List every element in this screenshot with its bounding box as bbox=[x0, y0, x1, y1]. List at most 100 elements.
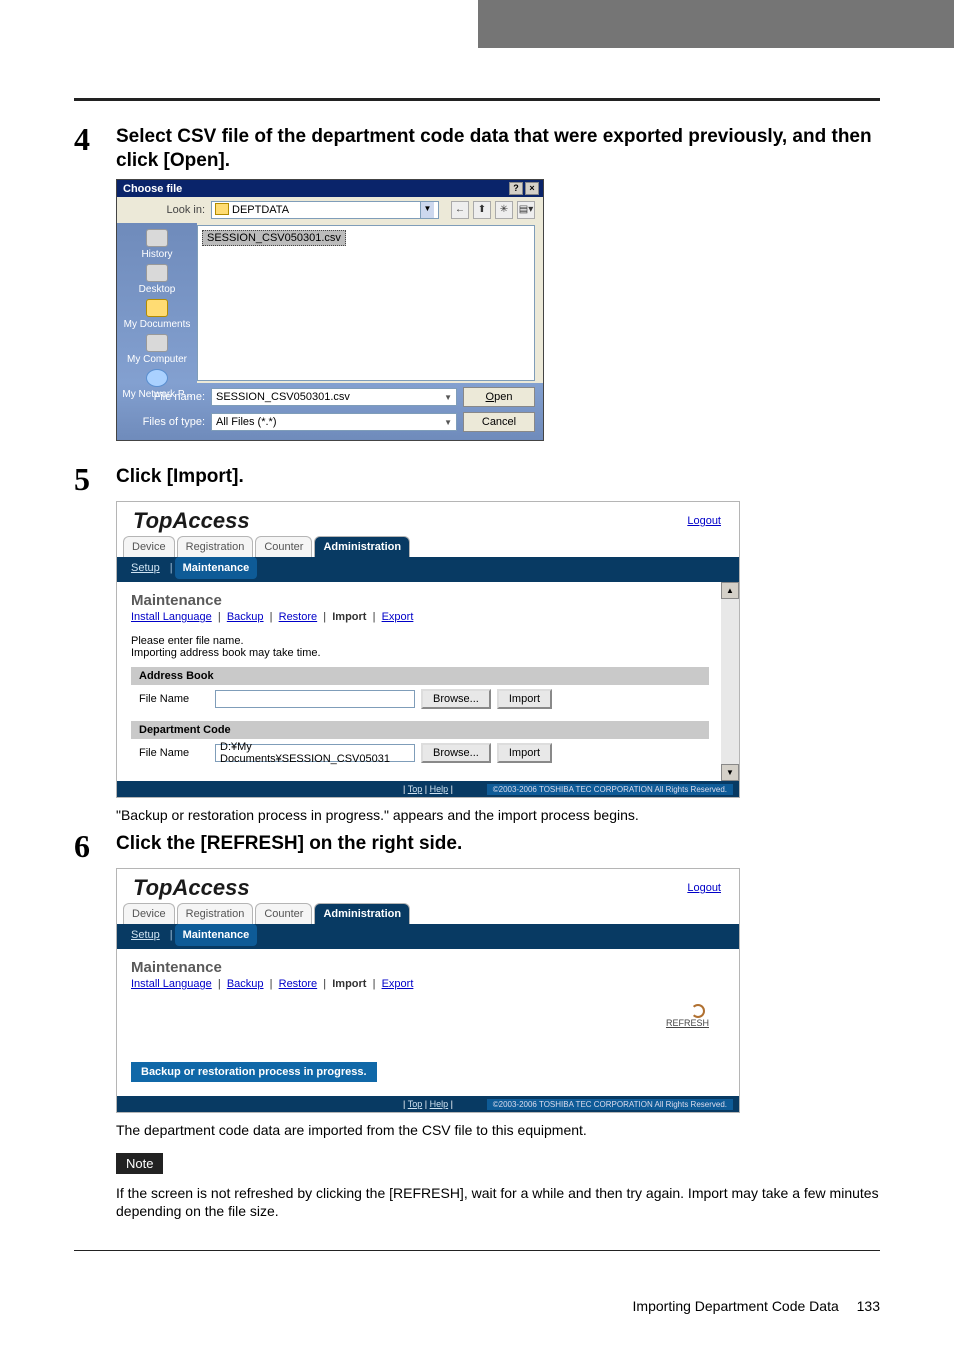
place-desktop[interactable]: Desktop bbox=[117, 264, 197, 295]
addrbook-import-button[interactable]: Import bbox=[497, 689, 552, 709]
footer-copyright: ©2003-2006 TOSHIBA TEC CORPORATION All R… bbox=[487, 784, 733, 795]
link2-export[interactable]: Export bbox=[382, 978, 414, 990]
link-restore[interactable]: Restore bbox=[279, 611, 318, 623]
tab-device[interactable]: Device bbox=[123, 536, 175, 557]
dept-browse-button[interactable]: Browse... bbox=[421, 743, 491, 763]
file-list-area[interactable]: SESSION_CSV050301.csv bbox=[197, 225, 535, 381]
refresh-link[interactable]: REFRESH bbox=[131, 1018, 709, 1028]
link2-import-active: Import bbox=[332, 978, 366, 990]
scroll-up-icon[interactable]: ▲ bbox=[721, 582, 739, 599]
subtab2-maintenance[interactable]: Maintenance bbox=[175, 924, 258, 946]
step-text-4: Select CSV file of the department code d… bbox=[116, 123, 880, 173]
after-refresh-text: The department code data are imported fr… bbox=[116, 1121, 880, 1139]
dialog-close-button[interactable]: × bbox=[525, 182, 539, 195]
topaccess-logo-2: TopAccess bbox=[133, 875, 250, 901]
dialog-help-button[interactable]: ? bbox=[509, 182, 523, 195]
place-my-documents[interactable]: My Documents bbox=[117, 299, 197, 330]
note-text: If the screen is not refreshed by clicki… bbox=[116, 1184, 880, 1220]
tab2-device[interactable]: Device bbox=[123, 903, 175, 924]
rule-bottom bbox=[74, 1250, 880, 1251]
footer-top-link[interactable]: Top bbox=[408, 784, 423, 794]
link2-backup[interactable]: Backup bbox=[227, 978, 264, 990]
new-folder-icon[interactable]: ✳ bbox=[495, 201, 513, 219]
progress-banner: Backup or restoration process in progres… bbox=[131, 1062, 377, 1082]
maintenance-heading-2: Maintenance bbox=[131, 959, 725, 976]
look-in-dropdown[interactable]: ▼ bbox=[420, 202, 434, 218]
step-number-4: 4 bbox=[74, 123, 116, 155]
look-in-field[interactable]: DEPTDATA ▼ bbox=[211, 201, 439, 219]
place-history-label: History bbox=[117, 249, 197, 260]
place-mycomp-label: My Computer bbox=[117, 354, 197, 365]
footer2-copyright: ©2003-2006 TOSHIBA TEC CORPORATION All R… bbox=[487, 1099, 733, 1110]
link-import-active: Import bbox=[332, 611, 366, 623]
filename-value: SESSION_CSV050301.csv bbox=[216, 391, 350, 403]
maintenance-heading: Maintenance bbox=[131, 592, 709, 609]
filename-field[interactable]: SESSION_CSV050301.csv ▼ bbox=[211, 388, 457, 406]
history-icon bbox=[146, 229, 168, 247]
dept-file-input[interactable]: D:¥My Documents¥SESSION_CSV05031 bbox=[215, 744, 415, 762]
subtab-setup[interactable]: Setup bbox=[123, 557, 168, 579]
footer-help-link[interactable]: Help bbox=[430, 784, 449, 794]
open-button[interactable]: Open bbox=[463, 387, 535, 407]
step-number-5: 5 bbox=[74, 463, 116, 495]
link-install-language[interactable]: Install Language bbox=[131, 611, 212, 623]
place-history[interactable]: History bbox=[117, 229, 197, 260]
tab-counter[interactable]: Counter bbox=[255, 536, 312, 557]
mydocs-icon bbox=[146, 299, 168, 317]
topaccess-panel-2: TopAccess Logout Device Registration Cou… bbox=[116, 868, 740, 1113]
footer2-top-link[interactable]: Top bbox=[408, 1099, 423, 1109]
refresh-icon[interactable] bbox=[691, 1004, 705, 1018]
addrbook-file-input[interactable] bbox=[215, 690, 415, 708]
nav-back-icon[interactable]: ← bbox=[451, 201, 469, 219]
place-my-computer[interactable]: My Computer bbox=[117, 334, 197, 365]
note-badge: Note bbox=[116, 1153, 163, 1174]
mynet-icon bbox=[146, 369, 168, 387]
addrbook-browse-button[interactable]: Browse... bbox=[421, 689, 491, 709]
filename-label: File name: bbox=[125, 391, 205, 403]
header-grey-block bbox=[478, 0, 954, 48]
maint-note2: Importing address book may take time. bbox=[131, 647, 709, 659]
tab2-counter[interactable]: Counter bbox=[255, 903, 312, 924]
scrollbar[interactable]: ▲ ▼ bbox=[721, 582, 739, 781]
folder-icon bbox=[215, 203, 229, 215]
subtab-maintenance[interactable]: Maintenance bbox=[175, 557, 258, 579]
tab2-administration[interactable]: Administration bbox=[314, 903, 410, 924]
look-in-label: Look in: bbox=[125, 204, 205, 216]
view-menu-icon[interactable]: ▤▾ bbox=[517, 201, 535, 219]
step-text-5: Click [Import]. bbox=[116, 463, 244, 489]
places-bar: History Desktop My Documents My Computer bbox=[117, 223, 197, 383]
logout-link[interactable]: Logout bbox=[687, 515, 721, 527]
link-backup[interactable]: Backup bbox=[227, 611, 264, 623]
rule-top bbox=[74, 98, 880, 101]
filetype-label: Files of type: bbox=[125, 416, 205, 428]
step-text-6: Click the [REFRESH] on the right side. bbox=[116, 830, 462, 856]
tab-registration[interactable]: Registration bbox=[177, 536, 254, 557]
addrbook-file-label: File Name bbox=[139, 693, 209, 705]
dept-file-label: File Name bbox=[139, 747, 209, 759]
dialog-title: Choose file bbox=[123, 183, 182, 195]
nav-up-icon[interactable]: ⬆ bbox=[473, 201, 491, 219]
dept-code-header: Department Code bbox=[131, 721, 709, 739]
logout-link-2[interactable]: Logout bbox=[687, 882, 721, 894]
subtab2-setup[interactable]: Setup bbox=[123, 924, 168, 946]
footer-section-title: Importing Department Code Data bbox=[633, 1298, 839, 1314]
cancel-button[interactable]: Cancel bbox=[463, 412, 535, 432]
scroll-down-icon[interactable]: ▼ bbox=[721, 764, 739, 781]
tab2-registration[interactable]: Registration bbox=[177, 903, 254, 924]
place-mydocs-label: My Documents bbox=[117, 319, 197, 330]
tab-administration[interactable]: Administration bbox=[314, 536, 410, 557]
step-number-6: 6 bbox=[74, 830, 116, 862]
mycomp-icon bbox=[146, 334, 168, 352]
footer-page-number: 133 bbox=[857, 1298, 880, 1314]
selected-file[interactable]: SESSION_CSV050301.csv bbox=[202, 230, 346, 246]
link2-restore[interactable]: Restore bbox=[279, 978, 318, 990]
footer2-help-link[interactable]: Help bbox=[430, 1099, 449, 1109]
link2-install-language[interactable]: Install Language bbox=[131, 978, 212, 990]
filetype-field[interactable]: All Files (*.*) ▼ bbox=[211, 413, 457, 431]
topaccess-panel-1: TopAccess Logout Device Registration Cou… bbox=[116, 501, 740, 798]
page-footer: Importing Department Code Data 133 bbox=[633, 1298, 880, 1314]
address-book-header: Address Book bbox=[131, 667, 709, 685]
topaccess-logo: TopAccess bbox=[133, 508, 250, 534]
dept-import-button[interactable]: Import bbox=[497, 743, 552, 763]
link-export[interactable]: Export bbox=[382, 611, 414, 623]
